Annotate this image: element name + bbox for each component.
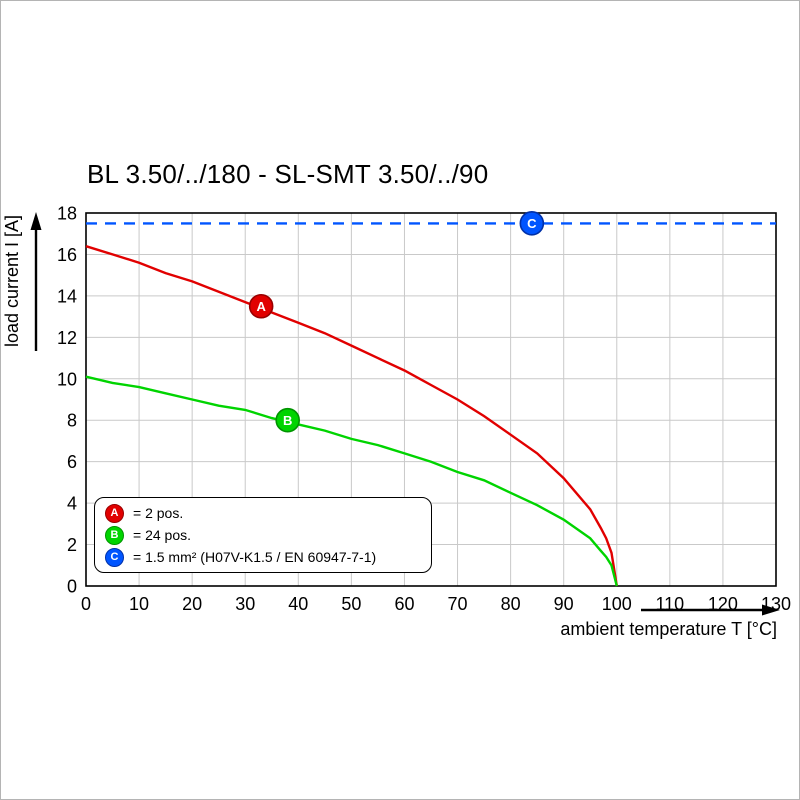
legend-marker-b-icon: B <box>105 525 124 545</box>
x-tick-label: 90 <box>554 594 574 614</box>
marker-A-letter: A <box>256 299 266 314</box>
x-tick-label: 80 <box>501 594 521 614</box>
legend-item-a-label: = 2 pos. <box>133 505 184 521</box>
x-tick-label: 20 <box>182 594 202 614</box>
legend-item-c: C = 1.5 mm² (H07V-K1.5 / EN 60947-7-1) <box>105 547 421 567</box>
x-tick-label: 40 <box>288 594 308 614</box>
y-tick-label: 14 <box>57 286 77 306</box>
x-tick-label: 100 <box>602 594 632 614</box>
legend-marker-c-icon: C <box>105 547 124 567</box>
chart-markers: A B C <box>248 211 545 433</box>
y-axis-label: load current I [A] <box>2 215 22 347</box>
marker-C-letter: C <box>527 216 537 231</box>
marker-B-letter: B <box>283 413 292 428</box>
y-tick-label: 0 <box>67 577 77 597</box>
legend-item-c-label: = 1.5 mm² (H07V-K1.5 / EN 60947-7-1) <box>133 549 377 565</box>
x-axis-tick-labels: 0 10 20 30 40 50 60 70 80 90 100 110 120 130 <box>81 594 791 614</box>
legend-item-b-label: = 24 pos. <box>133 527 191 543</box>
y-tick-label: 16 <box>57 245 77 265</box>
y-tick-label: 10 <box>57 369 77 389</box>
legend: A = 2 pos. B = 24 pos. C = 1.5 mm² (H07V… <box>94 497 432 573</box>
y-axis-tick-labels: 0 2 4 6 8 10 12 14 16 18 <box>57 204 77 597</box>
x-tick-label: 70 <box>448 594 468 614</box>
chart-curves <box>85 222 776 587</box>
x-tick-label: 0 <box>81 594 91 614</box>
y-axis-arrow-icon <box>30 212 42 351</box>
y-tick-label: 6 <box>67 452 77 472</box>
x-axis-label: ambient temperature T [°C] <box>560 619 777 639</box>
y-tick-label: 8 <box>67 411 77 431</box>
marker-A-icon <box>248 293 274 319</box>
x-tick-label: 50 <box>341 594 361 614</box>
x-tick-label: 60 <box>394 594 414 614</box>
legend-marker-a-icon: A <box>105 503 124 523</box>
y-tick-label: 2 <box>67 535 77 555</box>
x-tick-label: 30 <box>235 594 255 614</box>
curve-B <box>85 375 618 587</box>
plot-frame <box>85 212 777 587</box>
marker-C-icon <box>519 211 545 236</box>
x-axis-arrow-icon <box>641 604 780 616</box>
x-tick-label: 10 <box>129 594 149 614</box>
chart-title: BL 3.50/../180 - SL-SMT 3.50/../90 <box>87 159 489 189</box>
legend-item-a: A = 2 pos. <box>105 503 421 523</box>
y-tick-label: 18 <box>57 204 77 224</box>
curve-A <box>85 245 618 587</box>
legend-item-b: B = 24 pos. <box>105 525 421 545</box>
y-tick-label: 12 <box>57 328 77 348</box>
marker-B-icon <box>275 407 300 433</box>
y-tick-label: 4 <box>67 494 77 514</box>
